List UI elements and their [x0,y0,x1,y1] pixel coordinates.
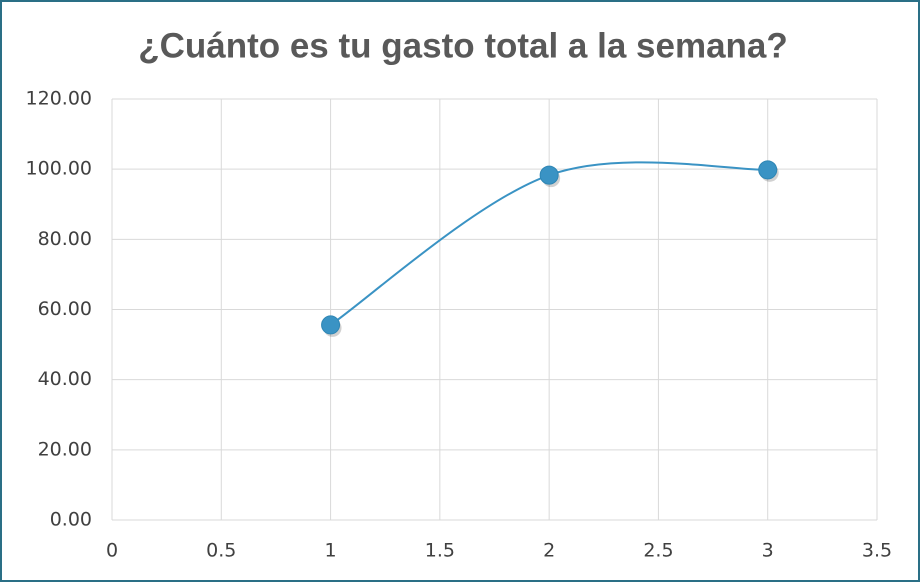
x-tick-label: 0.5 [206,540,236,562]
y-tick-label: 100.00 [26,158,92,180]
x-tick-label: 1 [325,540,337,562]
x-tick-label: 2 [543,540,555,562]
y-tick-label: 60.00 [38,298,92,320]
x-tick-label: 3.5 [862,540,892,562]
data-point [321,315,341,335]
data-point [758,160,778,180]
x-tick-label: 1.5 [425,540,455,562]
x-tick-label: 2.5 [643,540,673,562]
y-tick-label: 120.00 [26,88,92,110]
y-tick-label: 0.00 [50,509,92,531]
x-tick-label: 0 [106,540,118,562]
data-point [539,165,559,185]
y-tick-label: 20.00 [38,438,92,460]
y-tick-label: 40.00 [38,368,92,390]
x-tick-label: 3 [762,540,774,562]
chart-title: ¿Cuánto es tu gasto total a la semana? [138,26,788,65]
y-tick-label: 80.00 [38,228,92,250]
